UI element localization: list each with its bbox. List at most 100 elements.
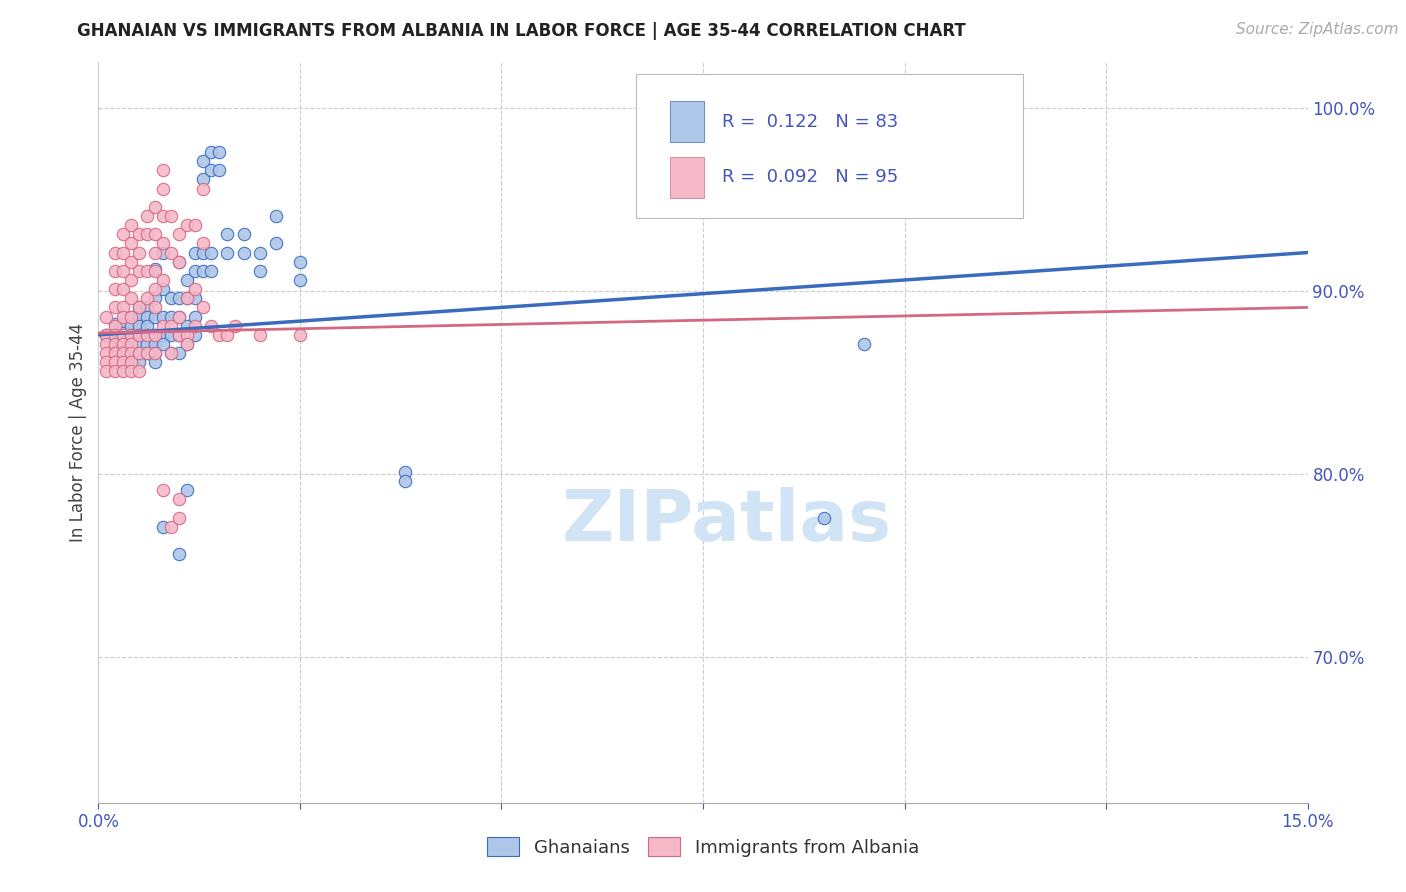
FancyBboxPatch shape [637,73,1024,218]
Point [135,318,157,333]
Point [128,337,150,351]
Point [176,483,198,498]
Point [184,327,207,342]
Point [120,327,142,342]
Point [143,282,166,296]
Point [200,245,222,260]
Point [128,245,150,260]
Point [152,520,174,534]
Point [120,337,142,351]
Point [160,318,183,333]
Point [152,282,174,296]
Point [152,318,174,333]
Point [135,327,157,342]
Point [128,318,150,333]
Point [152,337,174,351]
Point [232,245,254,260]
Point [128,227,150,242]
Point [103,355,125,369]
Point [184,245,207,260]
Point [143,245,166,260]
Point [111,327,134,342]
Text: R =  0.092   N = 95: R = 0.092 N = 95 [723,169,898,186]
Point [143,200,166,214]
Point [120,291,142,305]
Point [249,264,271,278]
Point [193,236,215,251]
Point [264,236,287,251]
Point [167,327,190,342]
Point [160,209,183,223]
Point [128,264,150,278]
Point [193,245,215,260]
Point [224,318,246,333]
Point [176,273,198,287]
Point [167,254,190,268]
Point [176,337,198,351]
Point [143,262,166,277]
Point [120,355,142,369]
Point [152,236,174,251]
Point [96,346,118,360]
Point [167,327,190,342]
Point [176,327,198,342]
Point [176,337,198,351]
Point [853,337,876,351]
Point [167,346,190,360]
Point [143,346,166,360]
Point [208,145,231,159]
Point [96,327,118,342]
Point [96,355,118,369]
Point [111,346,134,360]
Point [160,291,183,305]
Point [217,327,239,342]
Point [193,172,215,186]
Point [200,145,222,159]
Point [111,301,134,315]
Point [111,337,134,351]
Point [200,264,222,278]
Point [176,318,198,333]
Point [167,310,190,324]
Point [143,327,166,342]
Point [152,310,174,324]
Point [160,520,183,534]
Point [394,465,416,479]
Point [135,227,157,242]
Point [184,318,207,333]
Point [152,327,174,342]
Point [193,264,215,278]
Point [103,335,125,350]
Point [120,273,142,287]
Point [143,327,166,342]
Point [103,343,125,357]
Point [128,327,150,342]
Point [160,245,183,260]
Point [135,327,157,342]
Point [111,310,134,324]
Point [152,209,174,223]
Point [135,209,157,223]
Point [135,291,157,305]
Point [160,346,183,360]
Point [128,364,150,378]
Point [176,218,198,232]
Point [111,227,134,242]
Point [184,310,207,324]
Point [160,310,183,324]
FancyBboxPatch shape [671,102,704,142]
Point [193,301,215,315]
Point [96,327,118,342]
Point [120,254,142,268]
Point [176,291,198,305]
Text: GHANAIAN VS IMMIGRANTS FROM ALBANIA IN LABOR FORCE | AGE 35-44 CORRELATION CHART: GHANAIAN VS IMMIGRANTS FROM ALBANIA IN L… [77,22,966,40]
Point [128,346,150,360]
Point [813,510,835,524]
Point [120,310,142,324]
Point [128,355,150,369]
Point [160,327,183,342]
Point [167,547,190,561]
Point [120,327,142,342]
Point [143,264,166,278]
Point [120,346,142,360]
